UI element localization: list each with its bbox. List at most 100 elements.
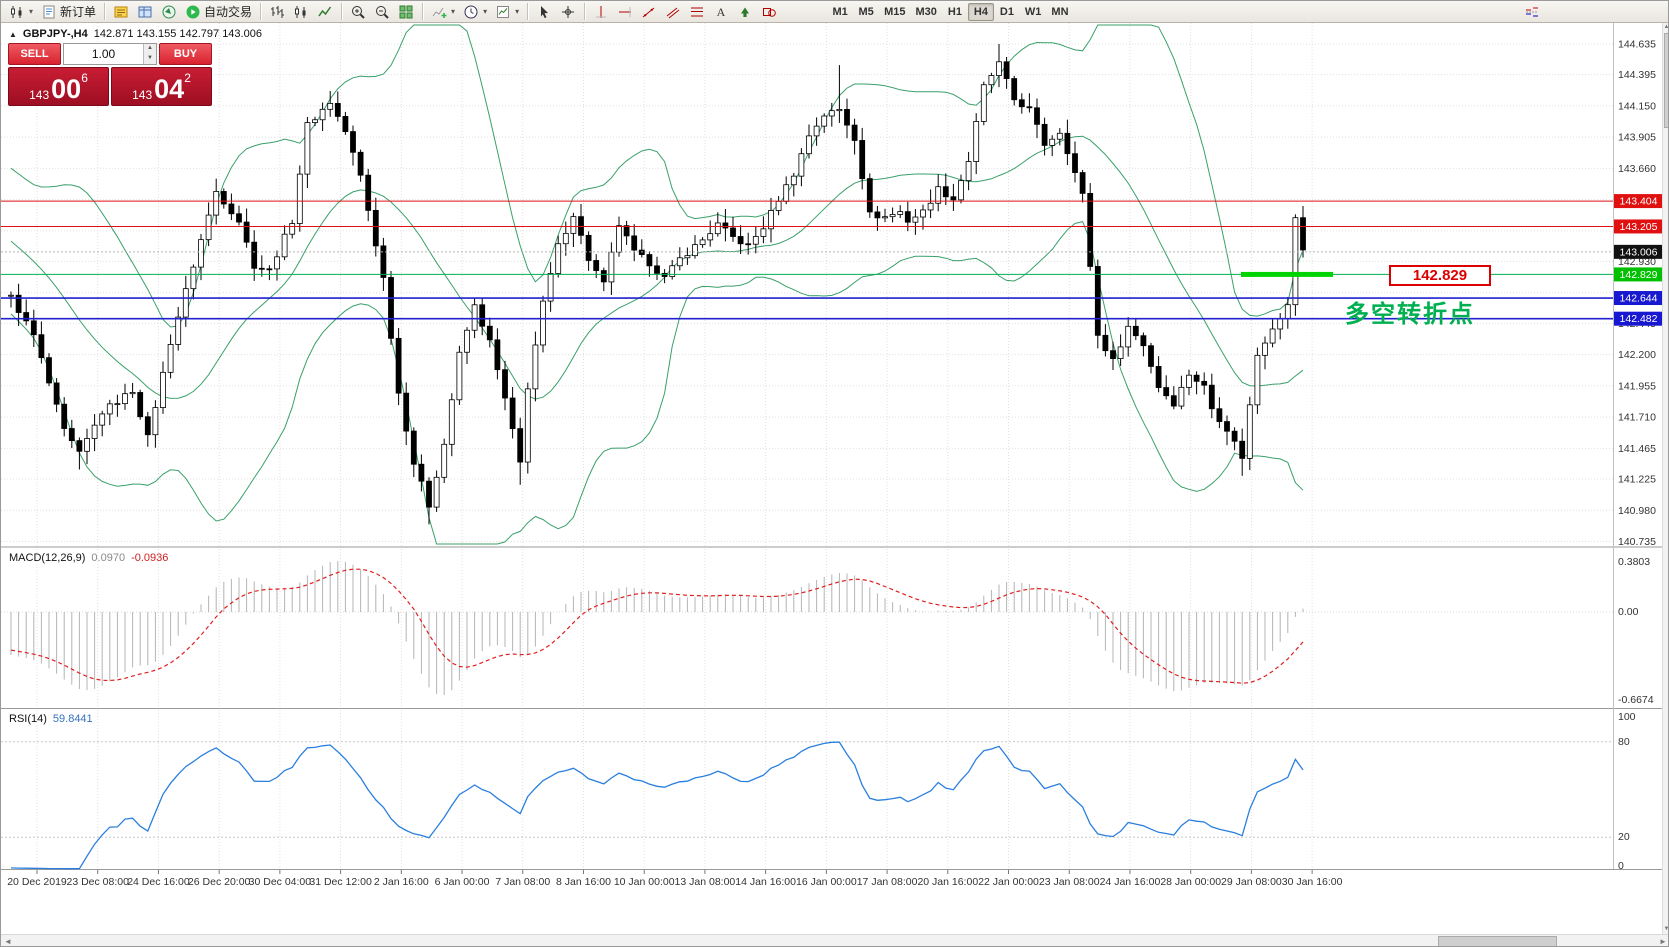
line-chart-button[interactable] xyxy=(313,2,337,22)
svg-text:141.710: 141.710 xyxy=(1618,412,1656,424)
scroll-up-arrow[interactable]: ▲ xyxy=(1663,24,1669,30)
zoom-in-button[interactable] xyxy=(346,2,370,22)
timeframe-W1[interactable]: W1 xyxy=(1024,5,1042,18)
svg-text:143.905: 143.905 xyxy=(1618,132,1656,144)
svg-text:22 Jan 00:00: 22 Jan 00:00 xyxy=(978,876,1039,888)
svg-text:20 Jan 16:00: 20 Jan 16:00 xyxy=(917,876,978,888)
horizontal-line-button[interactable] xyxy=(613,2,637,22)
data-window-button[interactable] xyxy=(133,2,157,22)
svg-text:140.980: 140.980 xyxy=(1618,505,1656,517)
svg-text:0.00: 0.00 xyxy=(1618,606,1639,618)
buy-price-main: 143 xyxy=(132,88,153,102)
fibonacci-button[interactable] xyxy=(685,2,709,22)
scroll-right-arrow[interactable]: ► xyxy=(1659,937,1667,946)
sell-price-display[interactable]: 143 00 6 xyxy=(8,67,109,106)
vertical-scrollbar[interactable]: ▲ ▼ xyxy=(1662,23,1669,934)
buy-button[interactable]: BUY xyxy=(159,43,212,65)
svg-text:141.225: 141.225 xyxy=(1618,474,1656,486)
chevron-down-icon: ▾ xyxy=(29,7,34,16)
svg-text:20 Dec 2019: 20 Dec 2019 xyxy=(7,876,67,888)
one-click-toggle-icon[interactable]: ▲ xyxy=(9,29,17,39)
vertical-scroll-thumb[interactable] xyxy=(1664,33,1668,128)
svg-text:0.3803: 0.3803 xyxy=(1618,556,1650,568)
separator xyxy=(527,3,529,20)
cursor-icon xyxy=(536,4,552,20)
periods-button[interactable]: ▾ xyxy=(459,2,491,22)
horizontal-scrollbar[interactable]: ◄ ► xyxy=(1,934,1668,946)
indicators-button[interactable]: ▾ xyxy=(427,2,459,22)
templates-button[interactable]: ▾ xyxy=(491,2,523,22)
crosshair-button[interactable] xyxy=(556,2,580,22)
bar-chart-button[interactable] xyxy=(265,2,289,22)
shapes-tool-button[interactable] xyxy=(757,2,781,22)
candlestick-chart-button[interactable] xyxy=(289,2,313,22)
volume-box: 1.00 ▲ ▼ xyxy=(63,43,157,65)
svg-text:16 Jan 00:00: 16 Jan 00:00 xyxy=(796,876,857,888)
autotrading-label: 自动交易 xyxy=(204,5,253,19)
text-tool-button[interactable]: A xyxy=(709,2,733,22)
text-tool-icon: A xyxy=(713,4,729,20)
autotrading-button[interactable]: 自动交易 xyxy=(181,2,256,22)
market-watch-button[interactable] xyxy=(109,2,133,22)
timeframe-MN[interactable]: MN xyxy=(1051,5,1069,18)
tile-windows-icon xyxy=(398,4,414,20)
ask-line-icon xyxy=(1524,4,1540,20)
ask-line-button[interactable] xyxy=(1520,2,1544,22)
zoom-out-button[interactable] xyxy=(370,2,394,22)
svg-text:30 Jan 16:00: 30 Jan 16:00 xyxy=(1282,876,1343,888)
svg-text:144.150: 144.150 xyxy=(1618,100,1656,112)
chevron-down-icon: ▾ xyxy=(451,7,456,16)
timeframe-D1[interactable]: D1 xyxy=(999,5,1014,18)
separator xyxy=(341,3,343,20)
sell-button[interactable]: SELL xyxy=(8,43,61,65)
chart-area: 20 Dec 2019 23 Dec 08:00 24 Dec 16:00 26 De… xyxy=(1,23,1669,946)
svg-text:142.930: 142.930 xyxy=(1618,256,1656,268)
channel-button[interactable] xyxy=(661,2,685,22)
navigator-button[interactable] xyxy=(157,2,181,22)
scroll-down-arrow[interactable]: ▼ xyxy=(1663,926,1669,932)
svg-text:10 Jan 00:00: 10 Jan 00:00 xyxy=(614,876,675,888)
timeframe-M5[interactable]: M5 xyxy=(858,5,874,18)
svg-text:13 Jan 08:00: 13 Jan 08:00 xyxy=(675,876,736,888)
vertical-line-icon xyxy=(593,4,609,20)
volume-input[interactable]: 1.00 xyxy=(91,47,116,61)
volume-up-button[interactable]: ▲ xyxy=(144,44,156,54)
horizontal-scroll-thumb[interactable] xyxy=(1438,936,1557,946)
svg-text:24 Jan 16:00: 24 Jan 16:00 xyxy=(1100,876,1161,888)
svg-text:17 Jan 08:00: 17 Jan 08:00 xyxy=(857,876,918,888)
separator xyxy=(104,3,106,20)
trendline-button[interactable] xyxy=(637,2,661,22)
buy-price-display[interactable]: 143 04 2 xyxy=(111,67,212,106)
crosshair-icon xyxy=(560,4,576,20)
new-order-label: 新订单 xyxy=(60,5,97,19)
new-order-icon xyxy=(41,4,57,20)
trendline-icon xyxy=(641,4,657,20)
svg-text:7 Jan 08:00: 7 Jan 08:00 xyxy=(495,876,550,888)
new-order-button[interactable]: 新订单 xyxy=(37,2,100,22)
svg-text:A: A xyxy=(717,5,726,19)
timeframe-H4[interactable]: H4 xyxy=(967,2,994,21)
timeframe-M15[interactable]: M15 xyxy=(884,5,906,18)
timeframe-M1[interactable]: M1 xyxy=(832,5,848,18)
sell-price-point: 6 xyxy=(81,71,88,85)
volume-down-button[interactable]: ▼ xyxy=(144,54,156,64)
tile-windows-button[interactable] xyxy=(394,2,418,22)
arrows-tool-button[interactable] xyxy=(733,2,757,22)
price-level-label[interactable]: 142.829 xyxy=(1389,265,1491,286)
cursor-button[interactable] xyxy=(532,2,556,22)
navigator-icon xyxy=(161,4,177,20)
buy-price-point: 2 xyxy=(184,71,191,85)
new-chart-button[interactable]: ▾ xyxy=(5,2,37,22)
scroll-left-arrow[interactable]: ◄ xyxy=(4,937,12,946)
symbol-header: ▲ GBPJPY-,H4 142.871 143.155 142.797 143… xyxy=(9,28,262,40)
new-chart-icon xyxy=(9,4,25,20)
timeframe-M30[interactable]: M30 xyxy=(915,5,937,18)
market-watch-icon xyxy=(113,4,129,20)
svg-text:14 Jan 16:00: 14 Jan 16:00 xyxy=(735,876,796,888)
separator xyxy=(422,3,424,20)
timeframe-H1[interactable]: H1 xyxy=(947,5,962,18)
chevron-down-icon: ▾ xyxy=(483,7,488,16)
vertical-line-button[interactable] xyxy=(589,2,613,22)
svg-text:23 Dec 08:00: 23 Dec 08:00 xyxy=(66,876,129,888)
